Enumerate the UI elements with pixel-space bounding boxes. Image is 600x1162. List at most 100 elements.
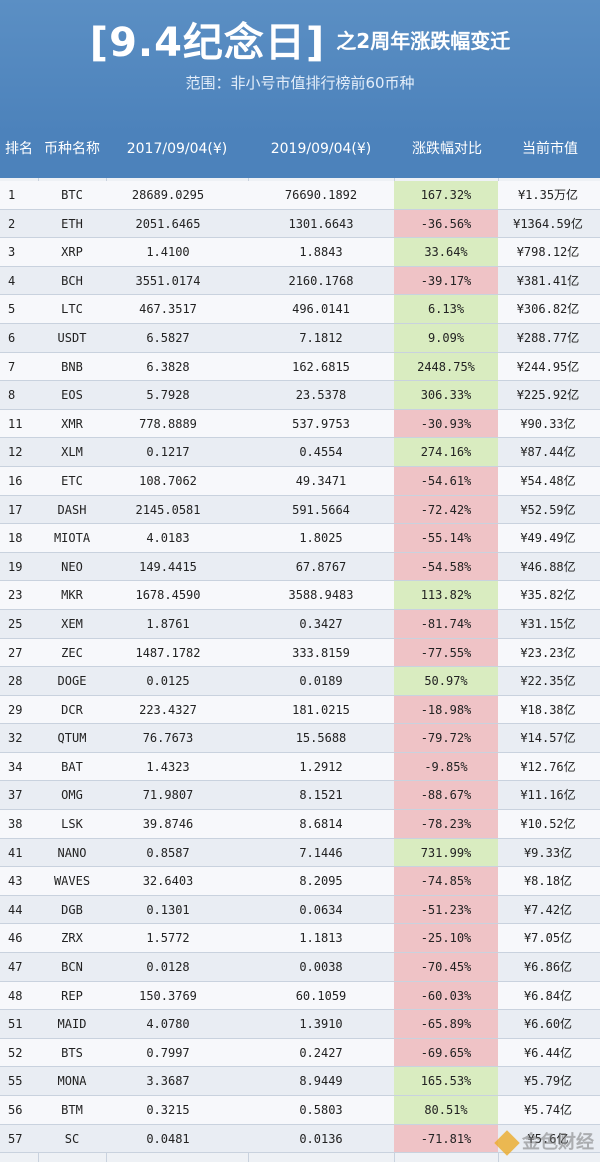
change-cell: -81.74% [394,609,498,638]
price-2019-cell: 8.2095 [299,874,343,889]
table-row: 48 REP 150.3769 60.1059 -60.03% ¥6.84亿 [0,981,600,1011]
market-cap-cell: ¥288.77亿 [516,330,580,345]
rank-cell: 7 [8,359,16,374]
market-cap-cell: ¥18.38亿 [520,702,576,717]
price-2019-cell: 0.5803 [299,1103,343,1117]
change-cell: -18.98% [394,695,498,724]
price-2019-cell: 162.6815 [292,359,350,374]
change-cell: -88.67% [394,781,498,810]
price-2019-cell: 537.9753 [292,416,350,431]
change-cell: -39.17% [394,266,498,295]
price-2017-cell: 0.8587 [146,845,190,860]
market-cap-cell: ¥35.82亿 [520,588,576,603]
coin-cell: BCH [61,273,83,288]
market-cap-cell: ¥6.84亿 [523,988,573,1003]
price-2017-cell: 1678.4590 [135,588,201,603]
rank-cell: 48 [8,988,23,1003]
market-cap-cell: ¥49.49亿 [520,531,576,546]
market-cap-cell: ¥54.48亿 [520,473,576,488]
price-2017-cell: 0.3215 [146,1103,190,1117]
market-cap-cell: ¥225.92亿 [516,388,580,403]
coin-cell: XEM [61,616,83,631]
change-cell: -9.85% [394,752,498,781]
coin-cell: MIOTA [53,531,91,546]
coin-cell: BNB [61,359,83,374]
price-2019-cell: 1.1813 [299,931,343,946]
change-cell: 80.51% [394,1096,498,1124]
table-row: 47 BCN 0.0128 0.0038 -70.45% ¥6.86亿 [0,953,600,982]
title-row: [9.4纪念日] 之2周年涨跌幅变迁 [0,10,600,68]
change-cell: 165.53% [394,1067,498,1095]
price-2019-cell: 23.5378 [295,388,347,403]
table-row: 55 MONA 3.3687 8.9449 165.53% ¥5.79亿 [0,1067,600,1096]
rank-cell: 38 [8,817,23,832]
coin-cell: EOS [61,388,83,403]
price-2019-cell: 0.4554 [299,445,343,460]
table-row: 38 LSK 39.8746 8.6814 -78.23% ¥10.52亿 [0,810,600,839]
price-2017-cell: 1487.1782 [135,645,201,660]
coin-cell: NEO [61,559,83,574]
table-row: 11 XMR 778.8889 537.9753 -30.93% ¥90.33亿 [0,409,600,439]
table-row: 12 XLM 0.1217 0.4554 274.16% ¥87.44亿 [0,438,600,467]
rank-cell: 27 [8,645,23,660]
price-2017-cell: 2051.6465 [135,216,201,231]
table-row: 34 BAT 1.4323 1.2912 -9.85% ¥12.76亿 [0,752,600,782]
change-cell: -65.89% [394,1010,498,1038]
table-row: 52 BTS 0.7997 0.2427 -69.65% ¥6.44亿 [0,1038,600,1068]
change-cell: 6.13% [394,295,498,323]
price-2019-cell: 496.0141 [292,302,350,317]
change-cell: -51.23% [394,895,498,924]
rank-cell: 46 [8,931,23,946]
change-cell: 50.97% [394,667,498,695]
change-cell: -78.23% [394,810,498,838]
market-cap-cell: ¥381.41亿 [516,273,580,288]
market-cap-cell: ¥8.18亿 [523,874,573,889]
market-cap-cell: ¥5.79亿 [523,1074,573,1089]
market-cap-cell: ¥52.59亿 [520,502,576,517]
change-cell: -72.42% [394,495,498,524]
rank-cell: 2 [8,216,16,231]
coin-cell: REP [61,988,83,1003]
market-cap-cell: ¥12.76亿 [520,759,576,774]
table-row: 41 NANO 0.8587 7.1446 731.99% ¥9.33亿 [0,838,600,868]
coin-cell: BAT [61,759,83,774]
rank-cell: 23 [8,588,23,603]
table-row: 29 DCR 223.4327 181.0215 -18.98% ¥18.38亿 [0,695,600,725]
table-row: 7 BNB 6.3828 162.6815 2448.75% ¥244.95亿 [0,352,600,382]
price-2017-cell: 467.3517 [139,302,197,317]
price-2019-cell: 1.8843 [299,245,343,260]
table-row: 27 ZEC 1487.1782 333.8159 -77.55% ¥23.23亿 [0,638,600,668]
change-cell: 113.82% [394,581,498,609]
table-row: 5 LTC 467.3517 496.0141 6.13% ¥306.82亿 [0,295,600,324]
rank-cell: 32 [8,731,23,746]
coin-cell: USDT [57,330,87,345]
coin-cell: LSK [61,817,83,832]
rank-cell: 56 [8,1103,23,1117]
table-row: 4 BCH 3551.0174 2160.1768 -39.17% ¥381.41亿 [0,266,600,296]
coin-cell: DGB [61,902,83,917]
rank-cell: 6 [8,330,16,345]
price-2019-cell: 0.3427 [299,616,343,631]
coin-cell: XRP [61,245,83,260]
rank-cell: 34 [8,759,23,774]
change-cell: -55.14% [394,524,498,552]
price-2019-cell: 1.8025 [299,531,343,546]
rank-cell: 25 [8,616,23,631]
change-cell: -60.03% [394,981,498,1010]
change-cell: -54.61% [394,466,498,495]
price-2017-cell: 1.5772 [146,931,190,946]
market-cap-cell: ¥798.12亿 [516,245,580,260]
price-2019-cell: 7.1446 [299,845,343,860]
coin-cell: XMR [61,416,83,431]
coin-cell: ZEC [61,645,83,660]
col-rank: 排名 [5,141,33,157]
market-cap-cell: ¥9.33亿 [523,845,573,860]
price-2017-cell: 0.7997 [146,1045,190,1060]
rank-cell: 44 [8,902,23,917]
market-cap-cell: ¥11.16亿 [520,788,576,803]
price-2017-cell: 1.4323 [146,759,190,774]
rank-cell: 51 [8,1017,23,1032]
market-cap-cell: ¥6.86亿 [523,960,573,975]
rank-cell: 4 [8,273,16,288]
price-2019-cell: 2160.1768 [288,273,354,288]
